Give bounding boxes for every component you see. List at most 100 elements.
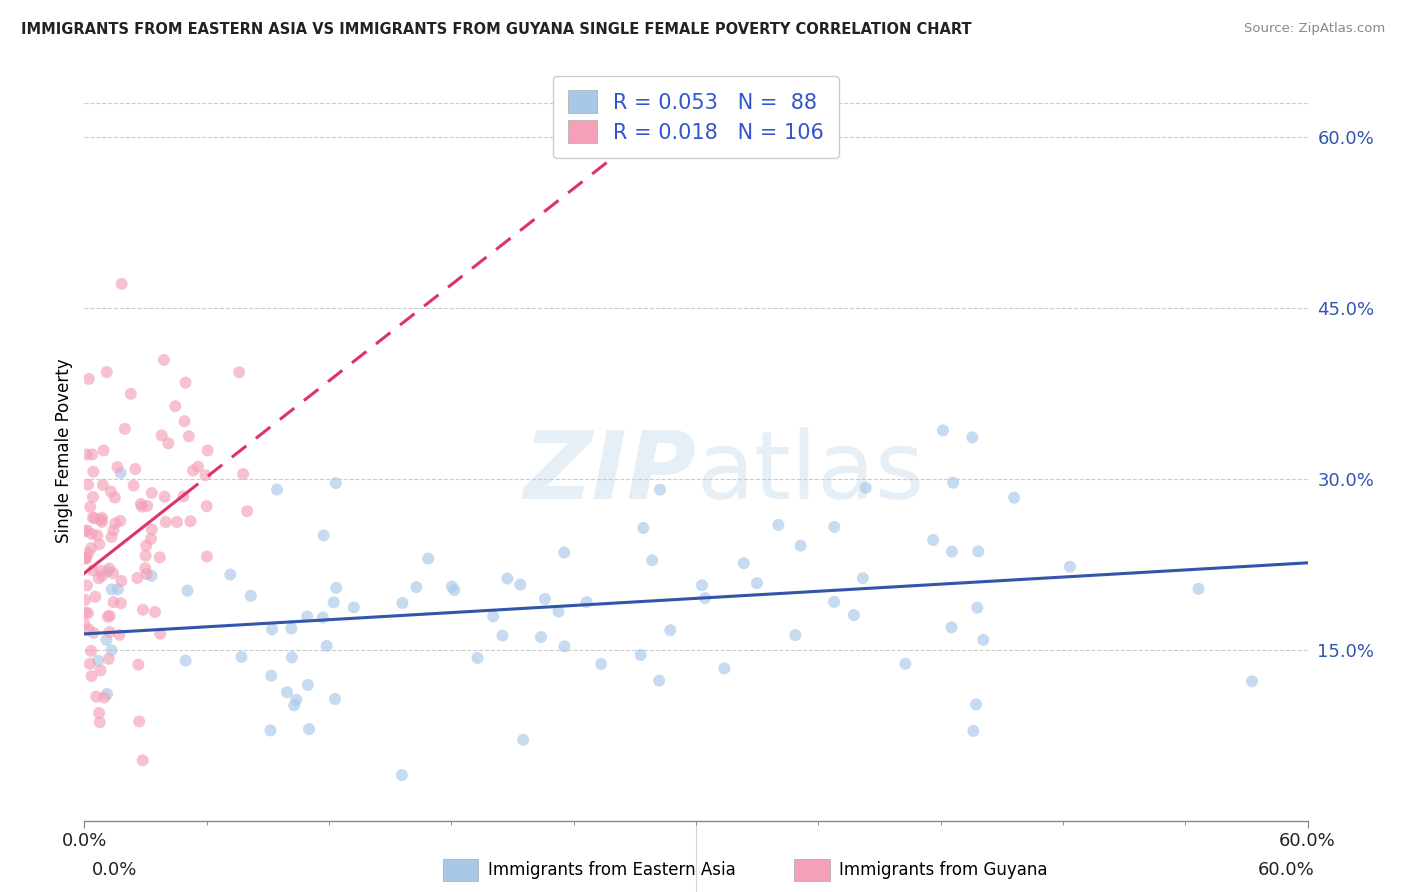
- Point: [281, 650, 304, 665]
- Point: [107, 460, 129, 475]
- Point: [509, 577, 531, 591]
- Point: [155, 515, 177, 529]
- Point: [972, 632, 994, 647]
- FancyBboxPatch shape: [794, 859, 830, 881]
- Point: [512, 732, 534, 747]
- Point: [693, 591, 716, 605]
- Point: [941, 544, 963, 558]
- Point: [153, 352, 176, 367]
- Point: [942, 475, 965, 490]
- Point: [100, 530, 122, 544]
- Point: [177, 429, 200, 443]
- Point: [108, 628, 131, 642]
- Point: [96, 687, 118, 701]
- Point: [641, 553, 664, 567]
- Point: [75, 606, 97, 620]
- Point: [103, 595, 125, 609]
- Point: [114, 422, 136, 436]
- Point: [93, 690, 115, 705]
- Text: 0.0%: 0.0%: [91, 861, 136, 879]
- Point: [79, 500, 101, 514]
- Point: [129, 497, 152, 511]
- Point: [166, 515, 188, 529]
- Point: [266, 483, 288, 497]
- Point: [259, 723, 281, 738]
- Point: [232, 467, 254, 481]
- Point: [101, 566, 124, 581]
- Point: [789, 539, 811, 553]
- Point: [391, 596, 413, 610]
- Point: [96, 632, 118, 647]
- Point: [181, 464, 204, 478]
- Point: [104, 516, 127, 531]
- Point: [76, 578, 98, 592]
- Point: [131, 500, 153, 514]
- Point: [110, 466, 132, 480]
- Point: [194, 468, 217, 483]
- Point: [325, 581, 347, 595]
- Point: [135, 549, 157, 563]
- Point: [80, 541, 103, 556]
- Point: [195, 499, 218, 513]
- Point: [97, 609, 120, 624]
- Text: Source: ZipAtlas.com: Source: ZipAtlas.com: [1244, 22, 1385, 36]
- Point: [219, 567, 242, 582]
- Point: [165, 399, 187, 413]
- Point: [90, 664, 112, 678]
- Point: [323, 692, 346, 706]
- Point: [855, 481, 877, 495]
- Point: [75, 551, 97, 566]
- Point: [97, 652, 120, 666]
- Point: [80, 669, 103, 683]
- Point: [231, 649, 253, 664]
- Point: [91, 478, 114, 492]
- Point: [100, 643, 122, 657]
- Text: atlas: atlas: [696, 426, 924, 518]
- Point: [172, 489, 194, 503]
- Point: [153, 490, 176, 504]
- Point: [110, 514, 132, 528]
- Point: [534, 592, 557, 607]
- Point: [79, 657, 101, 671]
- Point: [962, 723, 984, 738]
- Point: [82, 625, 104, 640]
- Point: [100, 582, 122, 597]
- Legend: R = 0.053   N =  88, R = 0.018   N = 106: R = 0.053 N = 88, R = 0.018 N = 106: [553, 76, 839, 158]
- Point: [110, 574, 132, 588]
- Point: [91, 510, 114, 524]
- Point: [496, 572, 519, 586]
- Point: [100, 484, 122, 499]
- Text: 60.0%: 60.0%: [1258, 861, 1315, 879]
- Point: [98, 561, 121, 575]
- Point: [75, 524, 97, 539]
- Point: [82, 490, 104, 504]
- Point: [90, 564, 112, 578]
- Point: [633, 521, 655, 535]
- Point: [894, 657, 917, 671]
- Point: [86, 528, 108, 542]
- Point: [966, 600, 988, 615]
- Point: [967, 544, 990, 558]
- Point: [276, 685, 298, 699]
- Point: [1241, 674, 1264, 689]
- Point: [77, 372, 100, 386]
- Point: [122, 478, 145, 492]
- Point: [391, 768, 413, 782]
- Point: [922, 533, 945, 547]
- Point: [127, 571, 149, 585]
- Point: [823, 520, 845, 534]
- Point: [150, 428, 173, 442]
- Point: [260, 668, 283, 682]
- Point: [98, 625, 121, 640]
- Point: [98, 608, 121, 623]
- Point: [87, 654, 110, 668]
- Point: [733, 556, 755, 570]
- Point: [852, 571, 875, 585]
- Point: [157, 436, 180, 450]
- Point: [84, 690, 107, 704]
- Point: [174, 376, 197, 390]
- Point: [322, 595, 344, 609]
- Point: [785, 628, 807, 642]
- Point: [553, 640, 575, 654]
- Point: [82, 465, 104, 479]
